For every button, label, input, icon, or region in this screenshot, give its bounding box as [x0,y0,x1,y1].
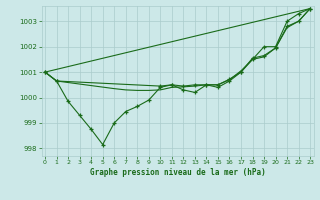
X-axis label: Graphe pression niveau de la mer (hPa): Graphe pression niveau de la mer (hPa) [90,168,266,177]
